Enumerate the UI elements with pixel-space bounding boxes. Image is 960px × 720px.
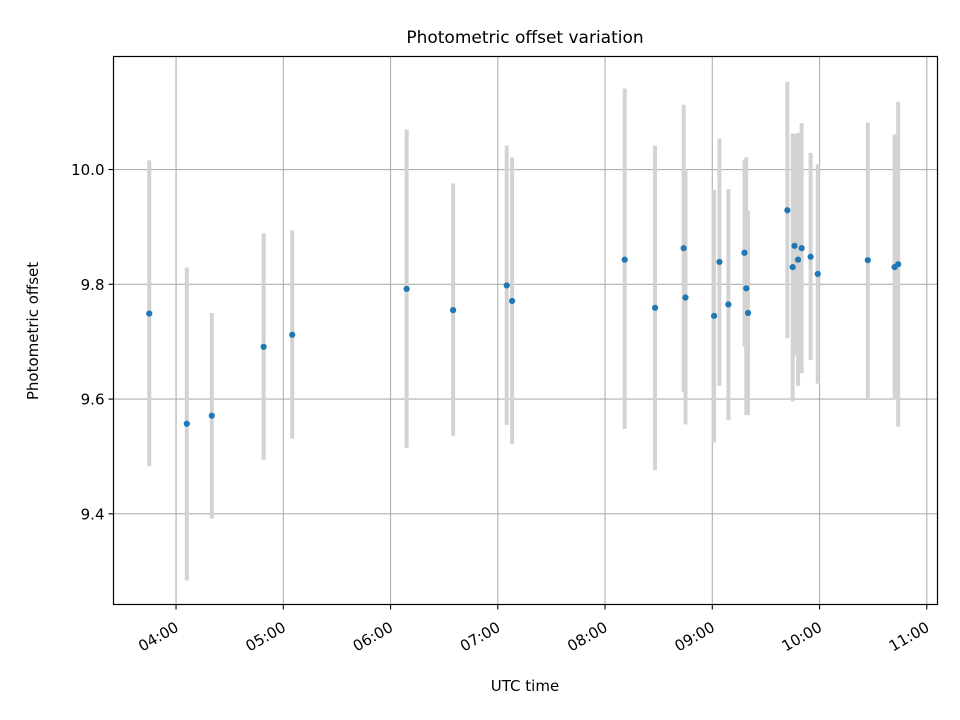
x-tick-label: 11:00 — [886, 618, 932, 655]
data-point — [208, 412, 215, 419]
data-point — [682, 294, 689, 301]
data-point — [864, 257, 871, 264]
data-point — [784, 207, 791, 214]
data-point — [621, 256, 628, 263]
data-point — [260, 343, 267, 350]
data-point — [895, 261, 902, 268]
y-tick-label: 10.0 — [71, 161, 104, 179]
x-tick-label: 06:00 — [350, 618, 396, 655]
y-axis-label: Photometric offset — [24, 262, 42, 400]
x-tick-label: 07:00 — [457, 618, 503, 655]
data-point — [508, 297, 516, 305]
data-point — [651, 304, 659, 311]
x-tick-label: 10:00 — [779, 618, 825, 655]
y-tick-label: 9.6 — [81, 391, 105, 409]
y-axis: 9.4 9.6 9.8 10.0 — [71, 161, 114, 523]
x-axis-label: UTC time — [491, 677, 559, 695]
data-point — [794, 256, 802, 263]
data-point — [503, 282, 510, 289]
data-point — [789, 263, 796, 271]
gridlines — [113, 56, 938, 605]
chart-title: Photometric offset variation — [406, 28, 643, 48]
y-tick-label: 9.4 — [81, 505, 105, 523]
data-point — [183, 420, 190, 427]
data-point — [798, 245, 805, 252]
x-tick-label: 04:00 — [135, 618, 181, 655]
data-point — [403, 285, 410, 292]
data-point — [743, 285, 750, 292]
data-point — [807, 253, 814, 260]
data-point — [289, 331, 296, 338]
x-tick-label: 05:00 — [242, 618, 288, 655]
data-point — [791, 242, 798, 249]
plot-frame — [112, 55, 939, 606]
data-point — [710, 312, 718, 319]
x-tick-label: 08:00 — [564, 618, 610, 655]
x-axis: 04:00 05:00 06:00 07:00 08:00 09:00 10:00 11:00 — [135, 604, 932, 655]
data-point — [146, 310, 153, 317]
y-tick-label: 9.8 — [81, 276, 105, 294]
x-tick-label: 09:00 — [671, 618, 717, 655]
data-point — [450, 307, 457, 314]
data-points — [146, 207, 902, 427]
error-bars — [147, 81, 901, 581]
data-point — [680, 245, 687, 252]
data-point — [744, 309, 752, 317]
data-point — [725, 301, 732, 308]
data-point — [716, 258, 723, 266]
data-point — [741, 249, 748, 256]
data-point — [814, 270, 821, 278]
